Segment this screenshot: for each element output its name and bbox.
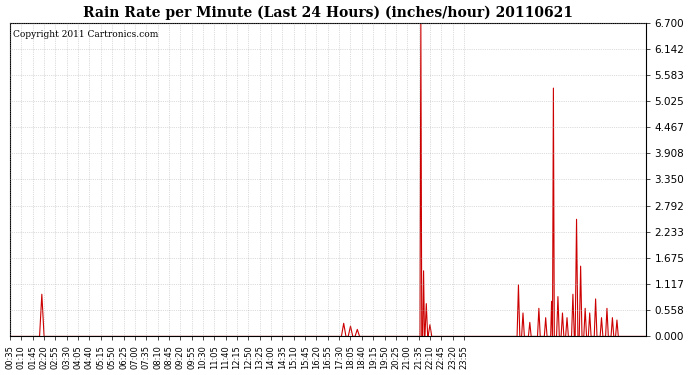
Text: Copyright 2011 Cartronics.com: Copyright 2011 Cartronics.com — [13, 30, 159, 39]
Title: Rain Rate per Minute (Last 24 Hours) (inches/hour) 20110621: Rain Rate per Minute (Last 24 Hours) (in… — [83, 6, 573, 20]
